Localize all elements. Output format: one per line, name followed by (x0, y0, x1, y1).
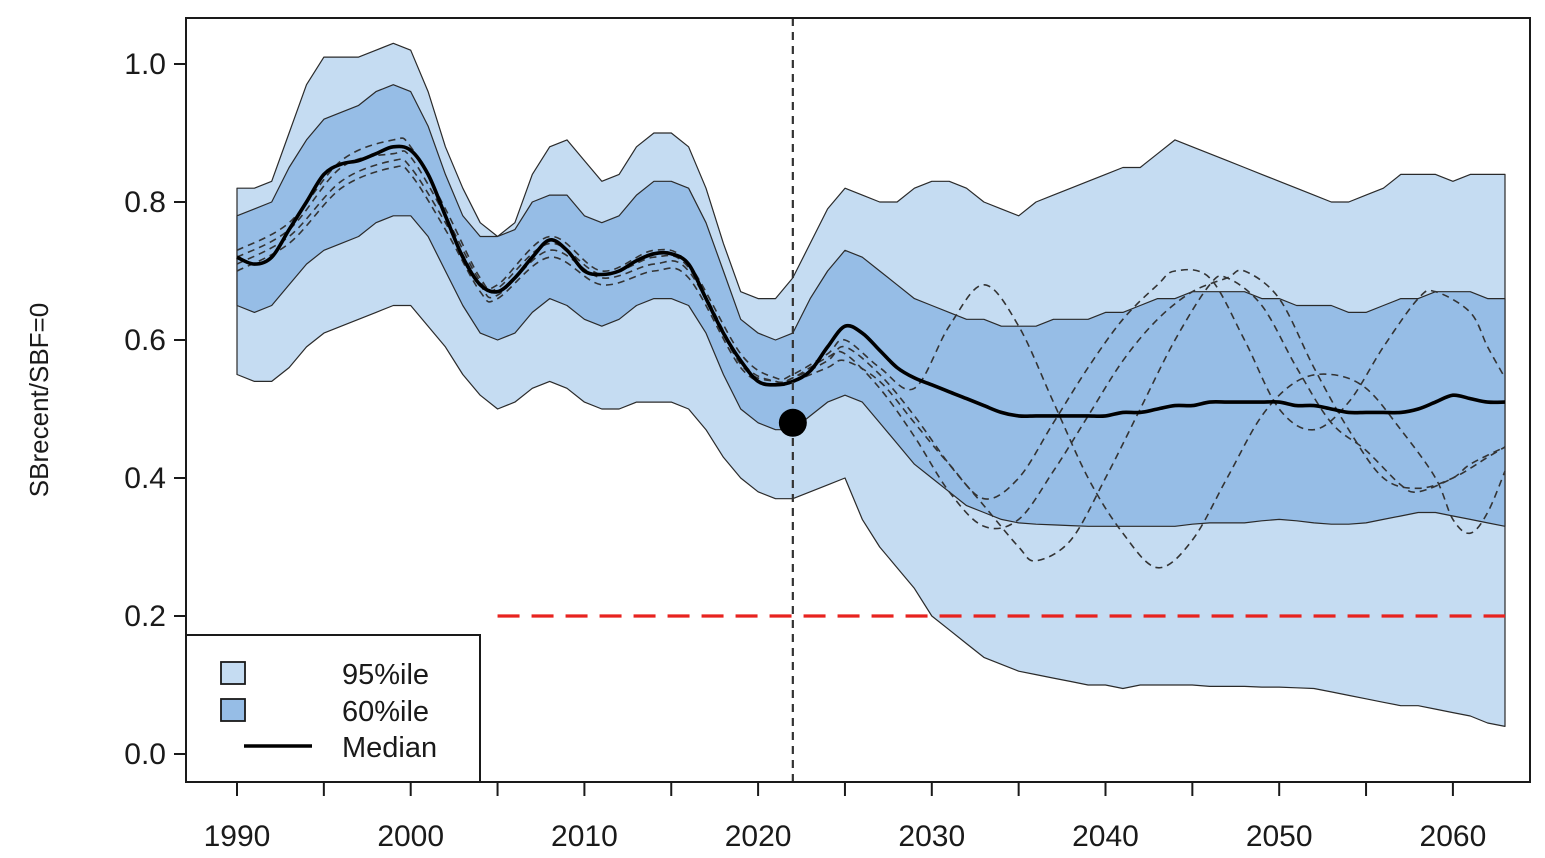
bands-group (236, 42, 1506, 728)
y-tick-label: 0.4 (124, 462, 166, 495)
legend-swatch-band95 (220, 661, 246, 685)
plot-frame (185, 17, 1531, 783)
current-point (778, 408, 807, 437)
median-line (236, 144, 1506, 418)
y-axis-label: SBrecent/SBF=0 (24, 303, 54, 497)
x-tick-label: 2060 (1420, 820, 1487, 853)
y-tick-label: 0.6 (124, 324, 166, 357)
band-60 (236, 84, 1506, 527)
y-tick-label: 1.0 (124, 48, 166, 81)
y-tick-label: 0.0 (124, 738, 166, 771)
legend-label: 60%ile (342, 696, 429, 728)
x-tick-label: 2050 (1246, 820, 1313, 853)
legend: 95%ile 60%ile Median (185, 634, 481, 783)
legend-label: 95%ile (342, 659, 429, 691)
y-tick-label: 0.2 (124, 600, 166, 633)
x-tick-label: 2010 (551, 820, 618, 853)
x-tick-label: 2040 (1072, 820, 1139, 853)
lines-group (236, 18, 1506, 782)
legend-swatch-band60 (220, 698, 246, 722)
x-tick-label: 2000 (377, 820, 444, 853)
y-tick-label: 0.8 (124, 186, 166, 219)
x-tick-label: 1990 (204, 820, 271, 853)
axes-group: 0.0 0.2 0.4 0.6 0.8 1.0 1990 2000 2010 2020 2030 20… (24, 17, 1531, 853)
worm-line-4 (236, 150, 1506, 530)
x-tick-label: 2030 (898, 820, 965, 853)
worm-line-1 (236, 137, 1506, 569)
x-tick-label: 2020 (725, 820, 792, 853)
legend-label: Median (342, 732, 437, 764)
